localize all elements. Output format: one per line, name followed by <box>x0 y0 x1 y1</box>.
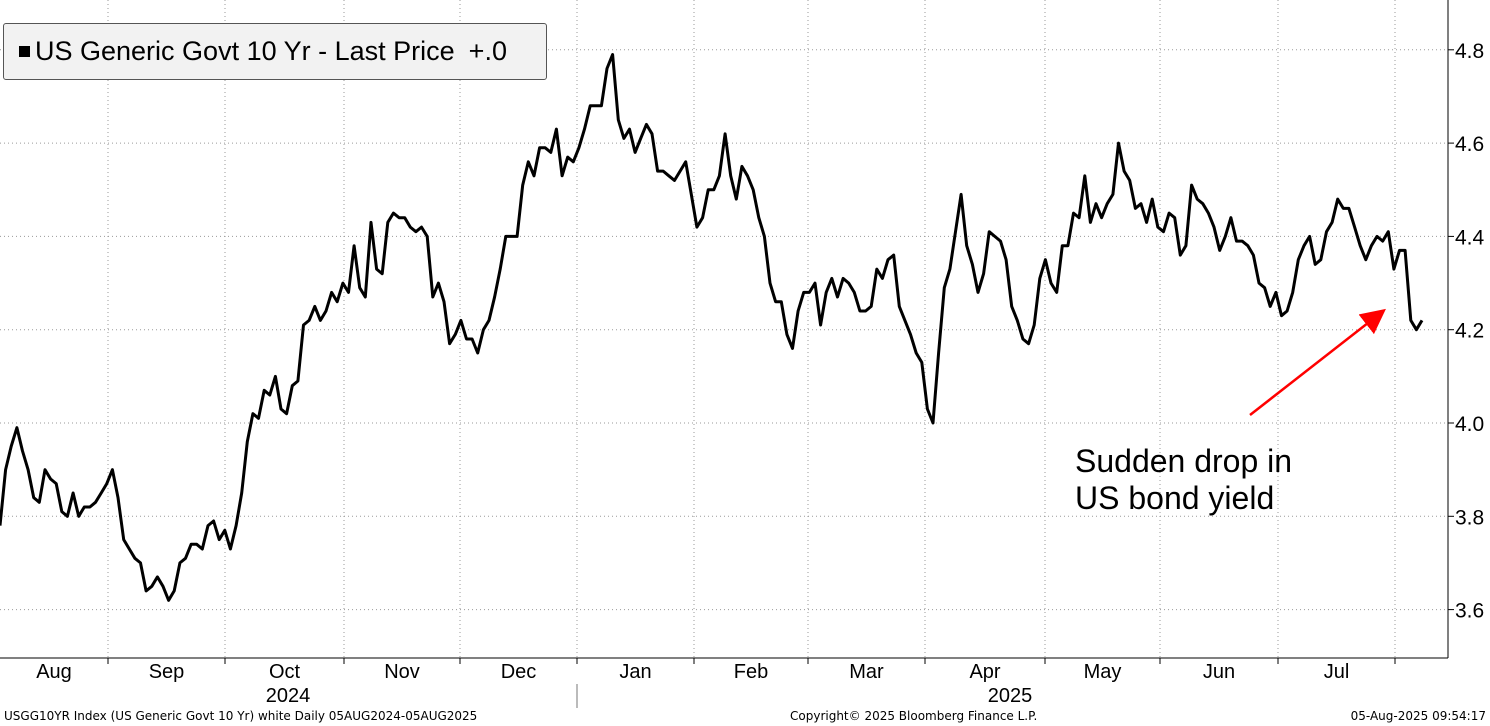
y-tick-label: 3.6 <box>1455 600 1484 623</box>
x-month-label: Oct <box>269 661 301 683</box>
x-month-label: Jan <box>619 661 651 683</box>
x-month-label: Nov <box>384 661 420 683</box>
x-year-label: 2025 <box>988 685 1033 707</box>
chart-annotation: Sudden drop in US bond yield <box>1075 443 1293 516</box>
footer-index-info: USGG10YR Index (US Generic Govt 10 Yr) w… <box>4 709 478 723</box>
y-tick-label: 4.2 <box>1455 320 1484 343</box>
x-month-label: Dec <box>501 661 537 683</box>
y-tick-label: 3.8 <box>1455 506 1484 529</box>
x-month-label: May <box>1084 661 1122 683</box>
x-month-label: Aug <box>36 661 72 683</box>
x-month-label: Jul <box>1324 661 1350 683</box>
annotation-arrow <box>1249 308 1386 416</box>
x-month-label: Jun <box>1203 661 1235 683</box>
footer-copyright: Copyright© 2025 Bloomberg Finance L.P. <box>790 709 1038 723</box>
footer-timestamp: 05-Aug-2025 09:54:17 <box>1350 709 1486 723</box>
legend-series-label: US Generic Govt 10 Yr - Last Price <box>35 36 455 66</box>
x-month-label: Mar <box>849 661 884 683</box>
y-tick-label: 4.6 <box>1455 133 1484 156</box>
y-tick-label: 4.0 <box>1455 413 1484 436</box>
x-month-label: Apr <box>969 661 1000 683</box>
series-line <box>0 53 1424 602</box>
legend-swatch-icon <box>19 46 30 57</box>
y-tick-label: 4.8 <box>1455 40 1484 63</box>
chart-legend: US Generic Govt 10 Yr - Last Price +.0 <box>3 23 547 80</box>
legend-change-value: +.0 <box>468 36 507 66</box>
y-tick-label: 4.4 <box>1455 226 1485 249</box>
x-month-label: Sep <box>149 661 185 683</box>
x-year-label: 2024 <box>266 685 311 707</box>
x-month-label: Feb <box>734 661 768 683</box>
